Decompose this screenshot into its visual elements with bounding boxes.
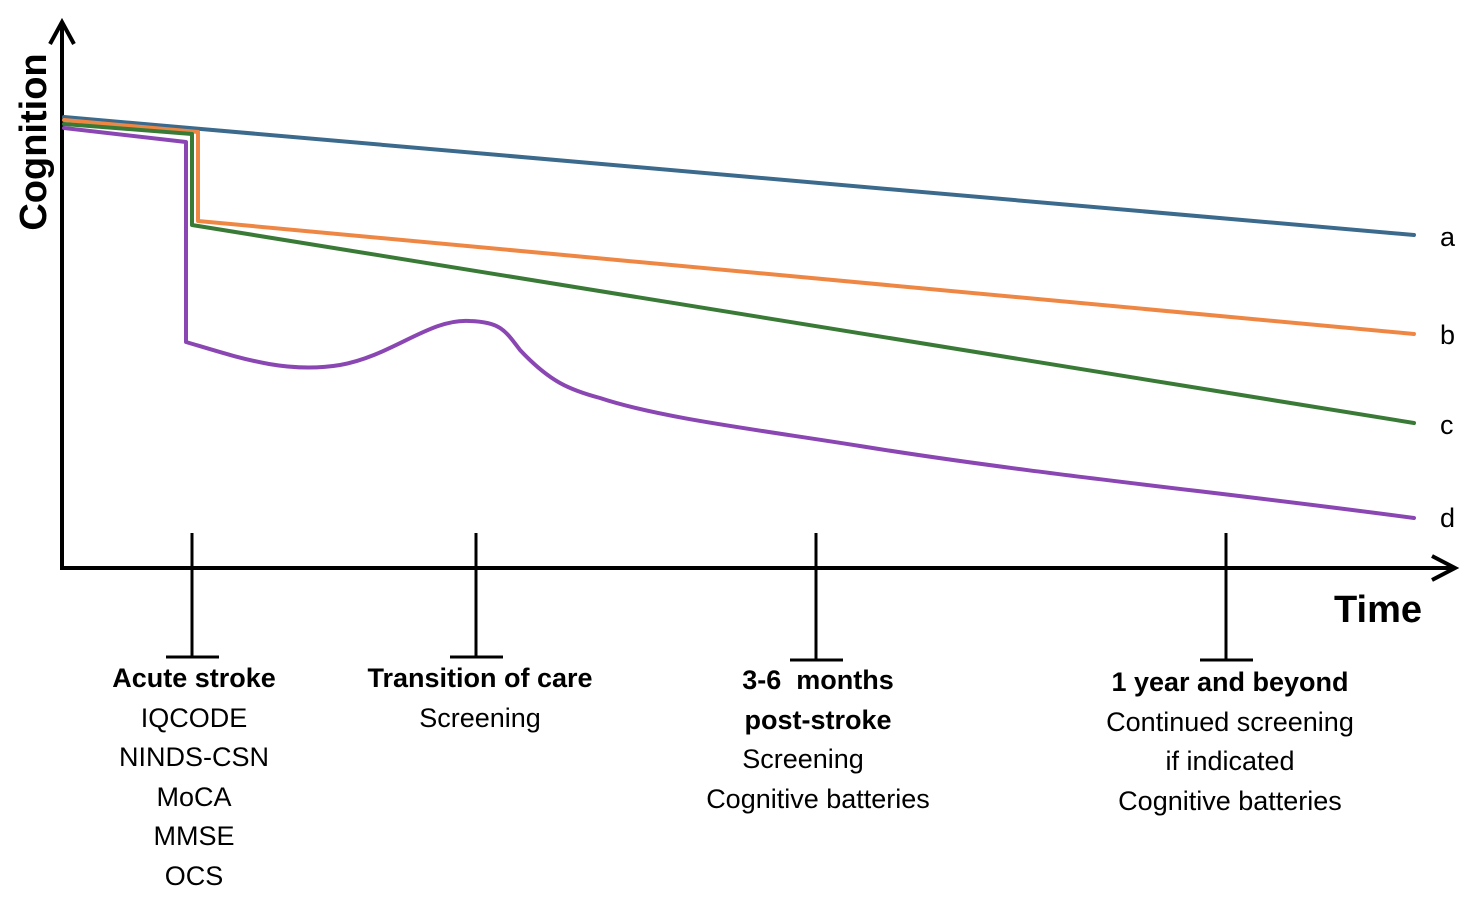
trajectory-curves bbox=[62, 115, 1416, 520]
stage-title: 1 year and beyond bbox=[1111, 667, 1349, 697]
stage-three-six-months: 3-6 months post-stroke Screening Cogniti… bbox=[706, 661, 930, 819]
stage-one-year: 1 year and beyond Continued screening if… bbox=[1106, 663, 1354, 821]
stage-transition: Transition of care Screening bbox=[367, 659, 592, 738]
x-axis-arrowhead bbox=[1431, 554, 1460, 582]
curve-label-d: d bbox=[1440, 503, 1455, 533]
stage-item: OCS bbox=[164, 860, 224, 891]
stage-marker-one-year bbox=[1200, 533, 1253, 662]
y-axis-arrowhead bbox=[48, 17, 76, 45]
stage-markers bbox=[166, 533, 1253, 662]
stage-title: 3-6 months bbox=[742, 665, 894, 695]
stage-acute: Acute stroke IQCODE NINDS-CSN MoCA MMSE … bbox=[112, 659, 276, 896]
stage-title: Acute stroke bbox=[112, 663, 276, 693]
stage-item: Screening bbox=[419, 702, 541, 733]
curve-labels: a b c d bbox=[1440, 222, 1456, 533]
stage-item: MoCA bbox=[156, 781, 232, 812]
stage-item: Cognitive batteries bbox=[1118, 785, 1342, 816]
curve-label-b: b bbox=[1440, 320, 1455, 350]
curve-c bbox=[62, 122, 1416, 425]
stage-title-continued: post-stroke bbox=[744, 704, 892, 735]
curve-d bbox=[62, 126, 1416, 520]
stage-item: IQCODE bbox=[140, 702, 248, 733]
stage-item: Screening bbox=[742, 744, 864, 774]
stage-item: MMSE bbox=[153, 821, 235, 851]
y-axis-title: Cognition bbox=[13, 53, 55, 230]
stage-title: Transition of care bbox=[367, 663, 593, 693]
stage-marker-three-six-months bbox=[790, 533, 843, 662]
x-axis-title: Time bbox=[1334, 589, 1422, 631]
stage-item: NINDS-CSN bbox=[118, 742, 269, 772]
stage-item: if indicated bbox=[1165, 746, 1295, 776]
stage-marker-transition bbox=[450, 533, 503, 659]
axes: Cognition Time bbox=[13, 17, 1460, 631]
curve-label-c: c bbox=[1440, 410, 1454, 440]
curve-b bbox=[62, 118, 1416, 336]
stage-item: Continued screening bbox=[1106, 706, 1354, 737]
stage-item: Cognitive batteries bbox=[706, 783, 930, 814]
stage-marker-acute bbox=[166, 533, 219, 659]
curve-a bbox=[62, 115, 1416, 237]
curve-label-a: a bbox=[1440, 222, 1456, 252]
